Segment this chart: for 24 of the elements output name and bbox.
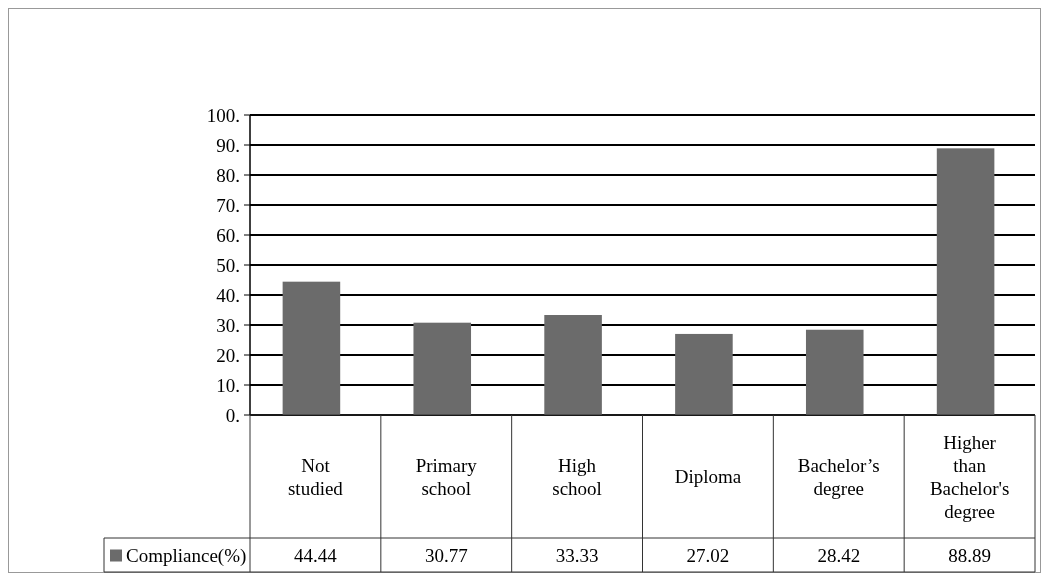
data-label: 44.44 — [294, 545, 338, 567]
data-label: 88.89 — [948, 545, 991, 567]
x-tick-label: Higher than Bachelor's degree — [929, 431, 1010, 522]
x-tick-label: Bachelor’s degree — [797, 454, 880, 499]
x-tick-label: Primary school — [415, 454, 478, 499]
y-tick-label: 20. — [216, 344, 240, 366]
y-tick-label: 70. — [216, 194, 240, 216]
y-tick-label: 50. — [216, 254, 240, 276]
data-label: 27.02 — [686, 545, 730, 567]
y-tick-label: 0. — [225, 404, 240, 426]
data-label: 33.33 — [555, 545, 599, 567]
data-label: 30.77 — [424, 545, 468, 567]
data-label: 28.42 — [817, 545, 861, 567]
y-tick-label: 90. — [216, 134, 240, 156]
y-tick-label: 80. — [216, 164, 240, 186]
y-tick-label: 60. — [216, 224, 240, 246]
x-tick-label: High school — [552, 454, 602, 499]
y-tick-label: 100. — [206, 104, 240, 126]
y-tick-label: 30. — [216, 314, 240, 336]
x-tick-label: Not studied — [287, 454, 344, 499]
legend-label: Compliance(%) — [126, 545, 247, 568]
y-tick-label: 40. — [216, 284, 240, 306]
y-tick-label: 10. — [216, 374, 240, 396]
x-tick-label: Diploma — [674, 466, 742, 488]
